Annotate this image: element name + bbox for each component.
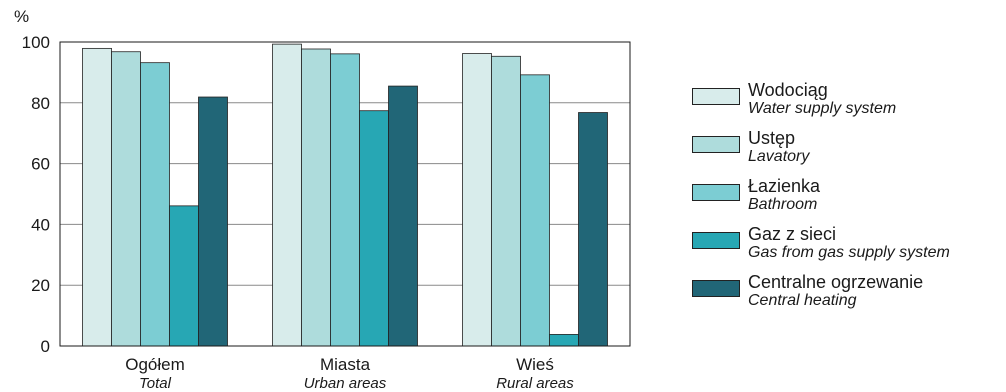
bar (520, 74, 550, 347)
legend-text: Wodociąg Water supply system (748, 80, 896, 118)
y-axis-unit: % (14, 7, 29, 26)
legend-item: Łazienka Bathroom (692, 176, 1004, 224)
bar (301, 48, 331, 347)
x-category-label: Miasta (320, 355, 371, 374)
legend-text: Łazienka Bathroom (748, 176, 820, 214)
legend-text: Ustęp Lavatory (748, 128, 809, 166)
y-tick-label: 0 (41, 337, 50, 356)
legend-label-en: Lavatory (748, 148, 810, 165)
y-tick-label: 100 (22, 33, 50, 52)
bar (388, 85, 418, 347)
legend-swatch (692, 184, 740, 201)
bar (198, 96, 228, 347)
bar (140, 62, 170, 347)
legend-swatch (692, 88, 740, 105)
y-tick-label: 20 (31, 276, 50, 295)
legend-swatch (692, 232, 740, 249)
legend-item: Gaz z sieci Gas from gas supply system (692, 224, 1004, 272)
bar (491, 55, 521, 347)
legend-swatch (692, 136, 740, 153)
legend-label-en: Water supply system (748, 100, 897, 117)
y-tick-label: 60 (31, 155, 50, 174)
legend-item: Centralne ogrzewanie Central heating (692, 272, 1004, 320)
x-category-label-en: Urban areas (304, 375, 387, 392)
bar (359, 110, 389, 347)
bars (82, 43, 608, 347)
x-category-label-en: Rural areas (496, 375, 574, 392)
plot-frame (59, 41, 631, 347)
legend-item: Ustęp Lavatory (692, 128, 1004, 176)
y-axis-ticks: 0 20 40 60 80 100 (22, 33, 50, 356)
legend: Wodociąg Water supply system Ustęp Lavatory… (692, 80, 1004, 320)
y-tick-label: 80 (31, 94, 50, 113)
x-category-label-en: Total (139, 375, 172, 392)
bar (462, 53, 492, 347)
x-category-label: Ogółem (125, 355, 185, 374)
bar (82, 47, 112, 347)
legend-label: Łazienka (748, 176, 821, 196)
bar (330, 53, 360, 347)
bar (272, 43, 302, 347)
legend-label: Wodociąg (748, 80, 828, 100)
bar (578, 112, 608, 347)
legend-text: Gaz z sieci Gas from gas supply system (748, 224, 950, 262)
legend-swatch (692, 280, 740, 297)
legend-text: Centralne ogrzewanie Central heating (748, 272, 923, 310)
y-tick-label: 40 (31, 215, 50, 234)
legend-item: Wodociąg Water supply system (692, 80, 1004, 128)
legend-label-en: Bathroom (748, 196, 818, 213)
x-category-label: Wieś (516, 355, 554, 374)
legend-label: Centralne ogrzewanie (748, 272, 924, 292)
bar (111, 51, 141, 347)
bar (169, 205, 199, 347)
legend-label: Gaz z sieci (748, 224, 837, 244)
legend-label: Ustęp (748, 128, 796, 148)
legend-label-en: Central heating (748, 292, 857, 309)
bar (549, 334, 579, 347)
legend-label-en: Gas from gas supply system (748, 244, 950, 261)
